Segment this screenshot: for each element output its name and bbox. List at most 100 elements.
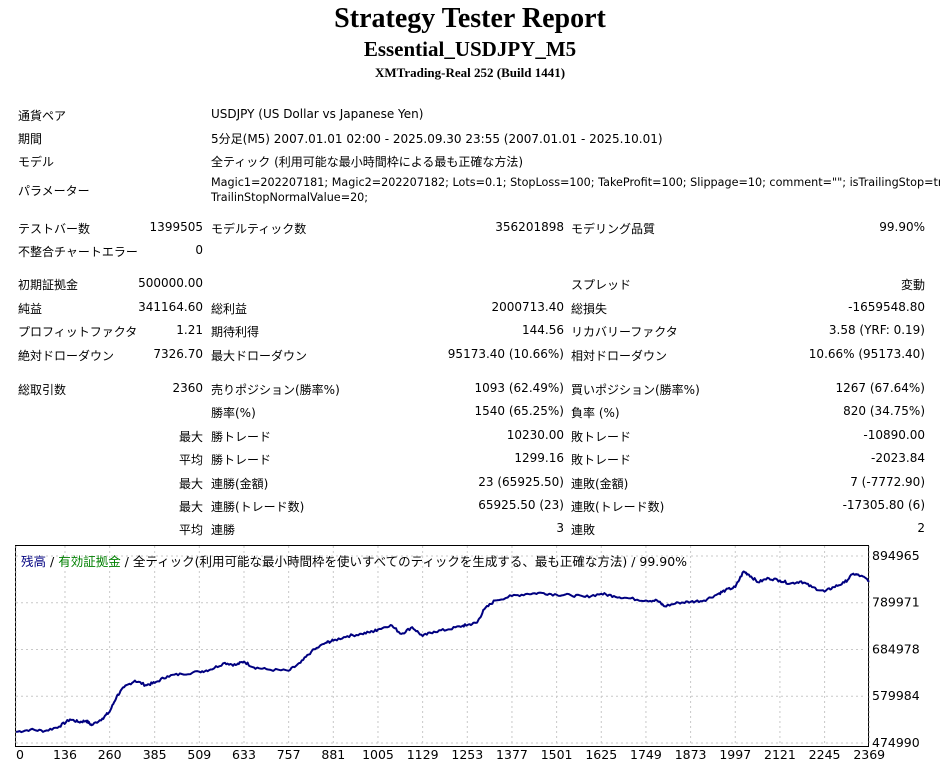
- net-profit-value: 341164.60: [138, 300, 203, 314]
- absolute-drawdown-value: 7326.70: [153, 347, 203, 361]
- average-win-value: 1299.16: [514, 451, 564, 465]
- largest-win-value: 10230.00: [506, 428, 564, 442]
- expected-payoff-value: 144.56: [522, 323, 564, 337]
- max-label-3: 最大: [178, 500, 203, 514]
- legend-description: / 全ティック(利用可能な最小時間枠を使いすべてのティックを生成する、最も正確な…: [120, 554, 688, 569]
- short-positions-label: 売りポジション(勝率%): [211, 383, 340, 397]
- period-value: 5分足(M5) 2007.01.01 02:00 - 2025.09.30 23…: [211, 132, 663, 146]
- bars-label: テストバー数: [18, 222, 91, 236]
- spread-label: スプレッド: [571, 278, 632, 292]
- win-rate-label: 勝率(%): [211, 406, 256, 420]
- total-trades-value: 2360: [172, 381, 203, 395]
- x-tick-label: 0: [16, 747, 24, 762]
- expected-payoff-label: 期待利得: [211, 325, 260, 339]
- gross-profit-value: 2000713.40: [491, 300, 564, 314]
- avg-consec-wins-label: 連勝: [211, 523, 236, 537]
- profit-factor-value: 1.21: [176, 323, 203, 337]
- relative-drawdown-value: 10.66% (95173.40): [808, 347, 925, 361]
- y-tick-label: 894965: [872, 548, 920, 563]
- avg-label: 平均: [178, 453, 203, 467]
- x-tick-label: 385: [143, 747, 167, 762]
- mismatch-value: 0: [195, 243, 203, 257]
- loss-rate-label: 負率 (%): [571, 406, 620, 420]
- x-tick-label: 509: [187, 747, 211, 762]
- report-subtitle: Essential_USDJPY_M5: [363, 37, 577, 61]
- x-tick-label: 1005: [362, 747, 394, 762]
- gross-profit-label: 総利益: [211, 302, 248, 316]
- symbol-value: USDJPY (US Dollar vs Japanese Yen): [211, 107, 424, 121]
- max-drawdown-value: 95173.40 (10.66%): [447, 347, 564, 361]
- y-tick-label: 789971: [872, 595, 920, 610]
- x-tick-label: 1997: [719, 747, 751, 762]
- short-positions-value: 1093 (62.49%): [474, 381, 564, 395]
- period-label: 期間: [18, 132, 43, 146]
- chart-legend: 残高 / 有効証拠金 / 全ティック(利用可能な最小時間枠を使いすべてのティック…: [21, 551, 687, 570]
- x-tick-label: 136: [53, 747, 77, 762]
- legend-sep: /: [46, 554, 59, 569]
- consec-wins-money-label: 連勝(金額): [211, 477, 269, 491]
- ticks-label: モデルティック数: [211, 222, 307, 236]
- recovery-factor-label: リカバリーファクタ: [571, 325, 678, 339]
- consec-losses-money-label: 連敗(金額): [571, 477, 629, 491]
- x-tick-label: 881: [321, 747, 345, 762]
- max-label: 最大: [178, 430, 203, 444]
- x-tick-label: 1501: [541, 747, 573, 762]
- quality-value: 99.90%: [879, 220, 925, 234]
- balance-chart: [15, 545, 869, 747]
- gross-loss-value: -1659548.80: [848, 300, 925, 314]
- mismatch-label: 不整合チャートエラー: [18, 245, 138, 259]
- server-info: XMTrading-Real 252 (Build 1441): [374, 65, 566, 80]
- params-label: パラメーター: [18, 184, 90, 198]
- params-line-1: Magic1=202207181; Magic2=202207182; Lots…: [211, 176, 940, 189]
- x-tick-label: 1129: [407, 747, 439, 762]
- x-tick-label: 260: [98, 747, 122, 762]
- legend-equity: 有効証拠金: [58, 554, 121, 569]
- x-tick-label: 1749: [630, 747, 662, 762]
- avg-consec-losses-label: 連敗: [571, 523, 596, 537]
- absolute-drawdown-label: 絶対ドローダウン: [18, 349, 115, 363]
- y-tick-label: 474990: [872, 735, 920, 750]
- consec-wins-money-value: 23 (65925.50): [478, 475, 564, 489]
- recovery-factor-value: 3.58 (YRF: 0.19): [828, 323, 925, 337]
- balance-line: [15, 570, 870, 734]
- params-line-2: TrailinStopNormalValue=20;: [211, 191, 369, 204]
- largest-loss-value: -10890.00: [863, 428, 925, 442]
- ticks-value: 356201898: [495, 220, 564, 234]
- symbol-label: 通貨ペア: [18, 109, 67, 123]
- consec-wins-trades-value: 65925.50 (23): [478, 498, 564, 512]
- deposit-label: 初期証拠金: [18, 278, 79, 292]
- consec-wins-trades-label: 連勝(トレード数): [211, 500, 305, 514]
- net-profit-label: 純益: [18, 302, 43, 316]
- model-label: モデル: [18, 155, 55, 169]
- bars-value: 1399505: [149, 220, 203, 234]
- total-trades-label: 総取引数: [18, 383, 67, 397]
- avg-consec-losses-value: 2: [917, 521, 925, 535]
- x-tick-label: 633: [232, 747, 256, 762]
- avg-label-2: 平均: [178, 523, 203, 537]
- max-label-2: 最大: [178, 477, 203, 491]
- quality-label: モデリング品質: [571, 222, 656, 236]
- gross-loss-label: 総損失: [571, 302, 608, 316]
- spread-value: 変動: [900, 278, 925, 292]
- consec-losses-trades-value: -17305.80 (6): [842, 498, 925, 512]
- average-loss-value: -2023.84: [871, 451, 925, 465]
- avg-consec-wins-value: 3: [556, 521, 564, 535]
- consec-losses-trades-label: 連敗(トレード数): [571, 500, 665, 514]
- loss-rate-value: 820 (34.75%): [843, 404, 925, 418]
- long-positions-label: 買いポジション(勝率%): [571, 383, 700, 397]
- legend-balance: 残高: [21, 554, 47, 569]
- deposit-value: 500000.00: [138, 276, 203, 290]
- relative-drawdown-label: 相対ドローダウン: [571, 349, 668, 363]
- x-tick-label: 2245: [809, 747, 841, 762]
- x-tick-label: 1625: [585, 747, 617, 762]
- average-loss-label: 敗トレード: [571, 453, 632, 467]
- report-title: Strategy Tester Report: [334, 3, 606, 34]
- largest-loss-label: 敗トレード: [571, 430, 632, 444]
- y-tick-label: 684978: [872, 641, 920, 656]
- model-value: 全ティック (利用可能な最小時間枠による最も正確な方法): [211, 155, 524, 169]
- x-tick-label: 2369: [853, 747, 885, 762]
- x-tick-label: 757: [277, 747, 301, 762]
- x-tick-label: 2121: [764, 747, 796, 762]
- x-tick-label: 1377: [496, 747, 528, 762]
